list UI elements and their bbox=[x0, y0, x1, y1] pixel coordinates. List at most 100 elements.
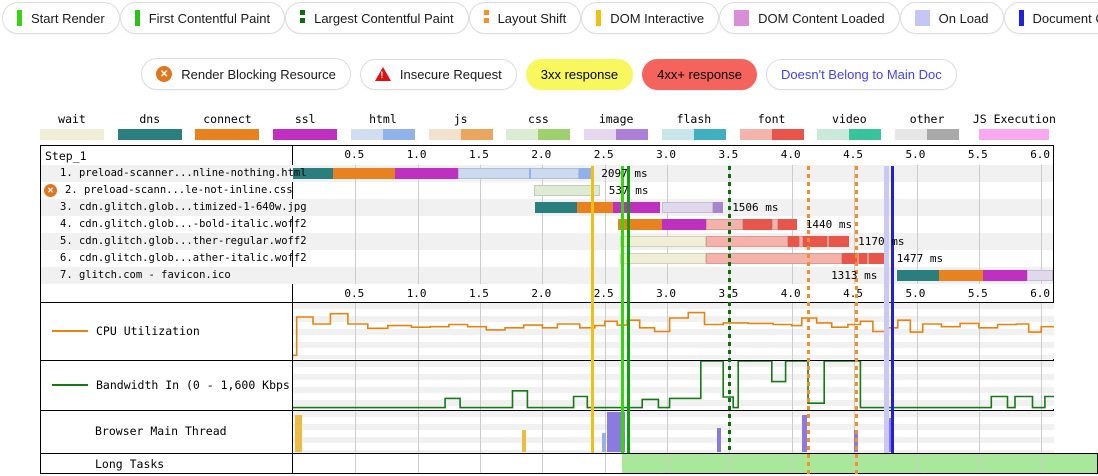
gridline bbox=[355, 165, 357, 284]
gridline bbox=[667, 361, 669, 410]
step-label: Step_1 bbox=[45, 149, 87, 163]
resource-legend-swatch bbox=[273, 129, 338, 140]
gridline bbox=[791, 361, 793, 410]
resource-legend-label: js bbox=[453, 112, 468, 126]
resource-legend-other: other bbox=[895, 112, 960, 140]
axis-tick-top: 5.5 bbox=[967, 148, 988, 161]
request-label[interactable]: 1. preload-scanner...nline-nothing.html bbox=[60, 167, 307, 179]
gridline bbox=[542, 361, 544, 410]
gridline bbox=[978, 411, 980, 453]
main-thread-label: Browser Main Thread bbox=[95, 424, 227, 438]
gridline bbox=[854, 361, 856, 410]
gridline bbox=[542, 411, 544, 453]
request-segment-font_d bbox=[803, 236, 827, 247]
flag-pill-label: 4xx+ response bbox=[657, 66, 743, 82]
marker-start-render bbox=[626, 166, 630, 453]
axis-tick-top: 6.0 bbox=[1030, 148, 1051, 161]
resource-legend-flash: flash bbox=[661, 112, 726, 140]
gridline bbox=[604, 361, 606, 410]
gridline bbox=[480, 454, 482, 473]
request-label[interactable]: 4. cdn.glitch.glob...-bold-italic.woff2 bbox=[60, 218, 307, 230]
gridline bbox=[542, 303, 544, 360]
legend-pill-7: Document Complete bbox=[1003, 2, 1098, 34]
gridline bbox=[480, 303, 482, 360]
gridline bbox=[791, 454, 793, 473]
resource-legend-label: html bbox=[369, 112, 397, 126]
request-label[interactable]: ✕ 2. preload-scann...le-not-inline.css bbox=[41, 182, 293, 199]
resource-legend-js-execution: JS Execution bbox=[973, 112, 1056, 140]
gridline bbox=[978, 454, 980, 473]
resource-legend-html: html bbox=[350, 112, 415, 140]
flag-pill-1: ! Insecure Request bbox=[359, 58, 517, 90]
gridline bbox=[729, 454, 731, 473]
legend-pill-0: Start Render bbox=[2, 2, 120, 34]
request-label[interactable]: 3. cdn.glitch.glob...timized-1-640w.jpg bbox=[60, 201, 307, 213]
axis-tick-top: 0.5 bbox=[344, 148, 365, 161]
gridline bbox=[1041, 361, 1043, 410]
flag-pill-4[interactable]: Doesn't Belong to Main Doc bbox=[766, 58, 957, 90]
request-segment-html_d bbox=[578, 168, 593, 179]
request-segment-font_l bbox=[826, 236, 830, 247]
gridline bbox=[978, 165, 980, 284]
request-segment-connect bbox=[332, 168, 396, 179]
axis-tick-bottom: 2.0 bbox=[531, 287, 552, 300]
gridline bbox=[417, 411, 419, 453]
request-segment-img_l bbox=[662, 202, 714, 213]
request-segment-ssl bbox=[982, 270, 1028, 281]
insecure-icon: ! bbox=[374, 67, 391, 81]
request-segment-ssl bbox=[613, 202, 660, 213]
legend-pill-3: Layout Shift bbox=[468, 2, 582, 34]
request-segment-html_d bbox=[528, 168, 532, 179]
gridline bbox=[604, 411, 606, 453]
request-segment-dns bbox=[534, 202, 578, 213]
resource-legend-swatch bbox=[195, 129, 260, 140]
request-segment-font_d bbox=[829, 236, 850, 247]
bandwidth-label: Bandwidth In (0 - 1,600 Kbps) bbox=[52, 378, 297, 392]
plot-stripes bbox=[293, 303, 1054, 359]
marker-first-contentful-paint bbox=[620, 166, 624, 453]
axis-tick-bottom: 1.5 bbox=[469, 287, 489, 300]
request-segment-font_d bbox=[743, 219, 772, 230]
resource-legend-font: font bbox=[739, 112, 804, 140]
legend-pill-label: On Load bbox=[938, 10, 989, 26]
resource-legend-label: wait bbox=[58, 112, 86, 126]
long-tasks-label: Long Tasks bbox=[95, 457, 164, 471]
resource-legend-label: font bbox=[757, 112, 786, 126]
resource-legend-label: flash bbox=[676, 112, 712, 126]
flag-pill-3: 4xx+ response bbox=[642, 58, 758, 90]
resource-legend-swatch bbox=[895, 129, 960, 140]
legend-pill-4: DOM Interactive bbox=[581, 2, 720, 34]
gridline bbox=[604, 303, 606, 360]
main-thread-label-text: Browser Main Thread bbox=[95, 424, 227, 438]
request-label[interactable]: 6. cdn.glitch.glob...ather-italic.woff2 bbox=[60, 252, 307, 264]
main-thread-activity bbox=[295, 415, 302, 452]
gridline bbox=[854, 303, 856, 360]
request-time-label: 1313 ms bbox=[831, 269, 878, 282]
request-segment-connect bbox=[618, 219, 663, 230]
request-time-label: 1477 ms bbox=[896, 252, 944, 265]
gridline bbox=[1041, 454, 1043, 473]
request-label[interactable]: 7. glitch.com - favicon.ico bbox=[60, 269, 231, 281]
blocking-icon: ✕ bbox=[156, 66, 173, 82]
legend-pill-5: DOM Content Loaded bbox=[719, 2, 900, 34]
resource-legend-swatch bbox=[979, 129, 1050, 140]
request-segment-ssl bbox=[395, 168, 458, 179]
gridline bbox=[480, 165, 482, 284]
gridline bbox=[854, 165, 856, 284]
request-segment-font_d bbox=[778, 219, 797, 230]
request-time-label: 1506 ms bbox=[732, 201, 779, 214]
gridline bbox=[916, 411, 918, 453]
axis-tick-top: 3.0 bbox=[656, 148, 676, 161]
resource-legend-swatch bbox=[817, 129, 882, 140]
request-label[interactable]: 5. cdn.glitch.glob...ther-regular.woff2 bbox=[60, 235, 307, 247]
resource-legend-swatch bbox=[428, 129, 493, 140]
start-render-icon bbox=[17, 10, 22, 26]
resource-legend-label: connect bbox=[203, 112, 252, 126]
gridline bbox=[604, 165, 606, 284]
plot-stripes bbox=[293, 361, 1054, 409]
gridline bbox=[854, 454, 856, 473]
gridline bbox=[355, 411, 357, 453]
request-segment-html_l bbox=[457, 168, 579, 179]
flags-legend: ✕ Render Blocking Resource! Insecure Reque… bbox=[0, 58, 1098, 90]
metrics-legend: Start Render First Contentful Paint Larges… bbox=[2, 2, 1098, 34]
